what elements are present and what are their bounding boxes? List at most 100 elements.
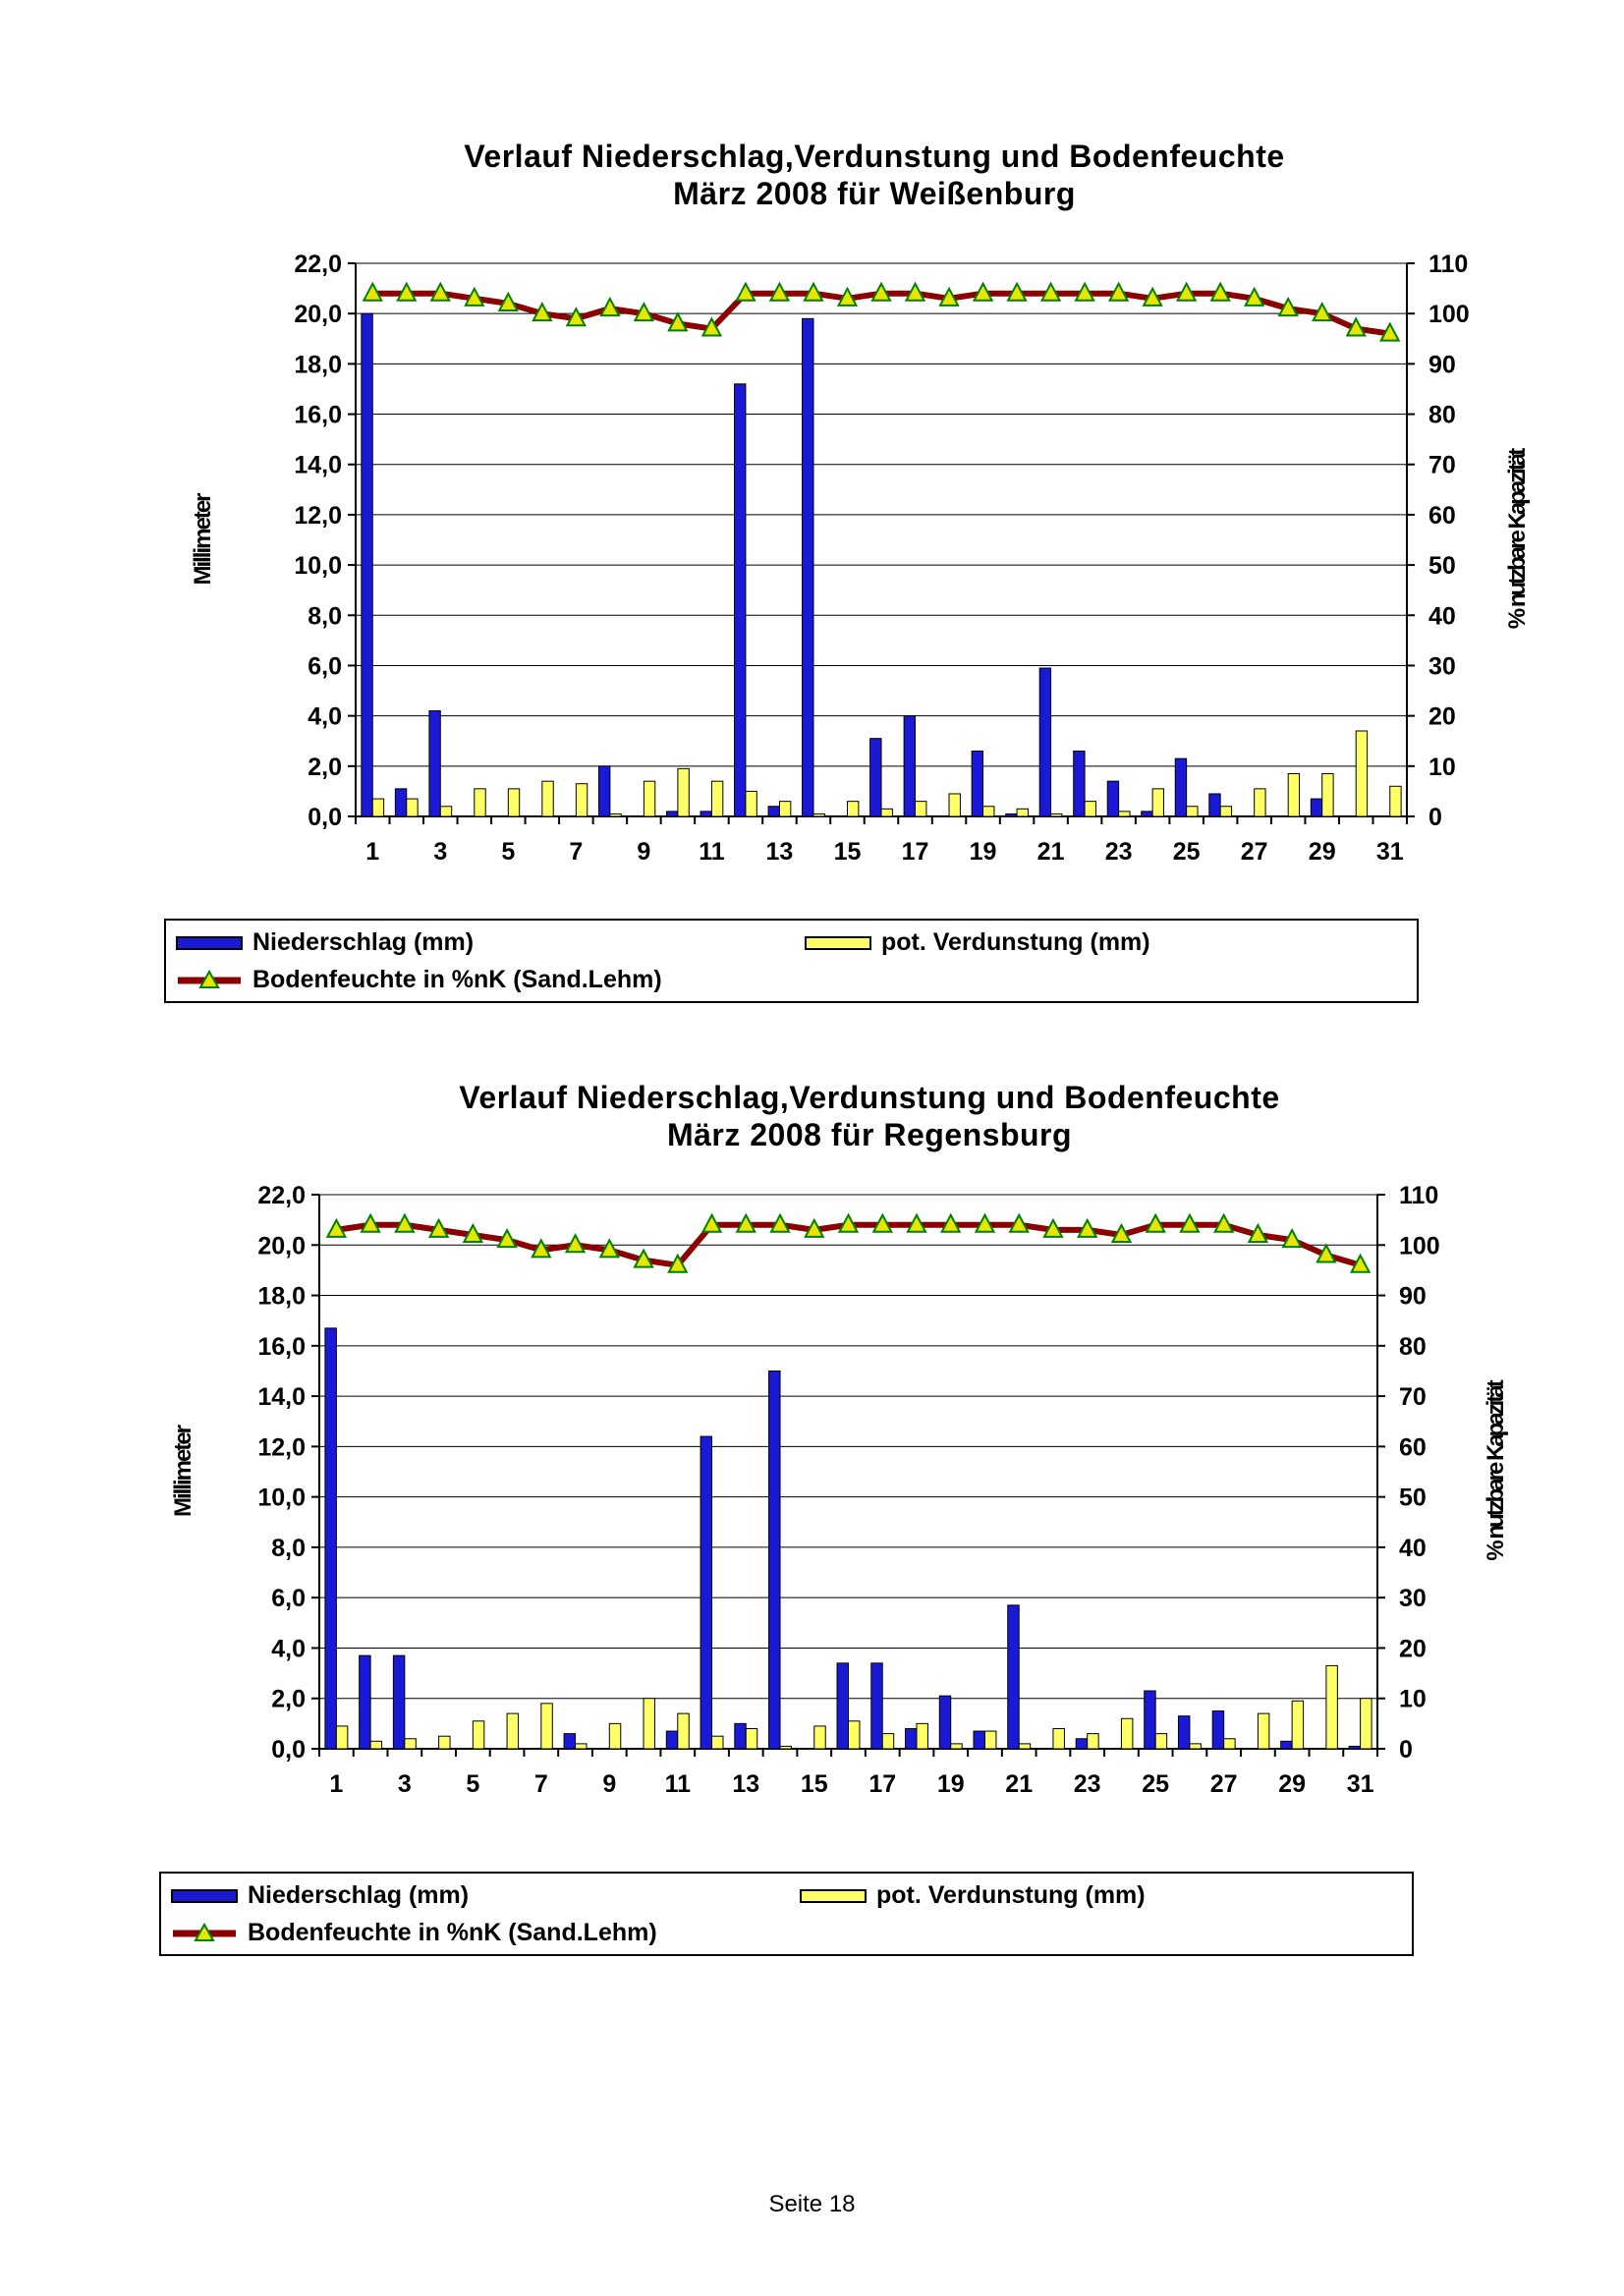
point-soil-moisture — [735, 1212, 756, 1233]
x-tick-label: 25 — [1173, 838, 1201, 866]
bar-evap — [474, 788, 486, 817]
y-tick-label: 12,0 — [294, 502, 342, 530]
x-tick-label: 1 — [365, 838, 379, 866]
bar-precip — [597, 765, 611, 817]
bar-precip — [768, 1370, 781, 1750]
bar-evap — [677, 1712, 690, 1750]
bar-evap — [745, 1727, 758, 1750]
point-soil-moisture — [1042, 1217, 1064, 1238]
y-tick-label: 10,0 — [294, 552, 342, 580]
x-tick-label: 11 — [699, 838, 725, 866]
point-soil-moisture — [1077, 1217, 1098, 1238]
x-tick-label: 11 — [665, 1770, 692, 1798]
point-soil-moisture — [1179, 1212, 1201, 1233]
point-soil-moisture — [394, 1212, 416, 1233]
y2-tick-label: 110 — [1428, 251, 1468, 278]
point-soil-moisture — [564, 1233, 587, 1254]
legend-label-evap: pot. Verdunstung (mm) — [876, 1881, 1146, 1909]
point-soil-moisture — [633, 302, 655, 322]
bar-evap — [1151, 788, 1165, 817]
bar-evap — [1360, 1698, 1372, 1750]
point-soil-moisture — [462, 1222, 483, 1244]
x-tick-label: 21 — [1037, 838, 1065, 866]
legend-label-evap: pot. Verdunstung (mm) — [881, 928, 1150, 956]
bar-precip — [665, 1730, 679, 1750]
point-soil-moisture — [1312, 302, 1333, 322]
point-soil-moisture — [803, 281, 824, 302]
y2-tick-label: 110 — [1399, 1182, 1438, 1209]
x-tick-label: 15 — [834, 838, 862, 866]
point-soil-moisture — [1110, 1222, 1133, 1244]
bar-precip — [971, 750, 984, 817]
point-soil-moisture — [1039, 281, 1062, 302]
bar-evap — [1016, 808, 1029, 817]
point-soil-moisture — [871, 1212, 893, 1233]
point-soil-moisture — [906, 1212, 927, 1233]
bar-precip — [1144, 1690, 1156, 1750]
chart-title-line1: Verlauf Niederschlag,Verdunstung und Bod… — [459, 1080, 1280, 1115]
point-soil-moisture — [904, 281, 926, 302]
y2-tick-label: 100 — [1399, 1232, 1440, 1260]
chart-subtitle: März 2008 für Weißenburg — [673, 176, 1076, 211]
y2-tick-label: 90 — [1399, 1283, 1427, 1311]
x-tick-label: 13 — [732, 1770, 759, 1798]
bar-evap — [677, 767, 690, 817]
x-tick-label: 31 — [1347, 1770, 1374, 1798]
x-tick-label: 25 — [1142, 1770, 1169, 1798]
point-soil-moisture — [496, 1228, 518, 1249]
chart-legend: Niederschlag (mm) pot. Verdunstung (mm) … — [159, 1872, 1414, 1956]
bar-precip — [428, 710, 441, 817]
bar-evap — [643, 780, 656, 817]
y2-tick-label: 70 — [1428, 452, 1456, 479]
bar-evap — [982, 806, 995, 817]
bar-evap — [406, 798, 419, 817]
y-tick-label: 6,0 — [271, 1585, 306, 1612]
point-soil-moisture — [870, 281, 892, 302]
legend-item-evap: pot. Verdunstung (mm) — [805, 928, 1150, 957]
bar-evap — [881, 1733, 895, 1750]
bar-precip — [392, 1654, 406, 1750]
y-tick-label: 4,0 — [308, 703, 342, 731]
bar-evap — [1223, 1738, 1236, 1750]
bar-evap — [779, 1745, 792, 1750]
bar-evap — [1287, 772, 1301, 817]
y-tick-label: 2,0 — [271, 1686, 306, 1713]
y2-tick-label: 20 — [1399, 1635, 1427, 1662]
bar-precip — [1073, 750, 1086, 817]
x-tick-label: 29 — [1278, 1770, 1306, 1798]
bar-evap — [1084, 801, 1096, 817]
bar-evap — [609, 812, 622, 817]
point-soil-moisture — [940, 1212, 962, 1233]
y-axis-label: Millimeter — [170, 1425, 196, 1517]
y2-tick-label: 50 — [1428, 552, 1456, 580]
chart-plot: 0,0 2,0 4,0 6,0 8,0 10,0 12,0 14,0 16,0 18,0 20,0 2… — [170, 1182, 1509, 1798]
y2-tick-label: 10 — [1399, 1686, 1427, 1713]
point-soil-moisture — [565, 307, 588, 327]
legend-label-precip: Niederschlag (mm) — [248, 1881, 470, 1909]
y-tick-label: 12,0 — [257, 1433, 306, 1461]
y2-tick-label: 20 — [1428, 703, 1456, 731]
y2-tick-label: 40 — [1399, 1535, 1427, 1562]
point-soil-moisture — [633, 1248, 654, 1268]
y-tick-label: 14,0 — [257, 1383, 306, 1411]
legend-swatch-precip — [176, 935, 243, 950]
y-tick-label: 14,0 — [294, 452, 342, 479]
point-soil-moisture — [598, 1238, 620, 1259]
bar-precip — [324, 1327, 337, 1750]
point-soil-moisture — [735, 281, 756, 302]
y2-tick-label: 50 — [1399, 1484, 1427, 1512]
bar-evap — [950, 1743, 963, 1750]
x-tick-label: 23 — [1074, 1770, 1101, 1798]
bar-precip — [1038, 667, 1052, 817]
y2-tick-label: 80 — [1399, 1333, 1427, 1361]
legend-label-precip: Niederschlag (mm) — [252, 928, 475, 956]
bar-precip — [938, 1695, 952, 1750]
y-tick-label: 18,0 — [294, 351, 342, 378]
chart-title: Verlauf Niederschlag,Verdunstung und Bod… — [324, 138, 1425, 212]
bar-evap — [813, 1725, 826, 1750]
x-tick-label: 13 — [766, 838, 794, 866]
point-soil-moisture — [972, 281, 994, 302]
x-tick-label: 15 — [801, 1770, 828, 1798]
bar-precip — [836, 1662, 849, 1750]
bar-evap — [1154, 1733, 1168, 1750]
